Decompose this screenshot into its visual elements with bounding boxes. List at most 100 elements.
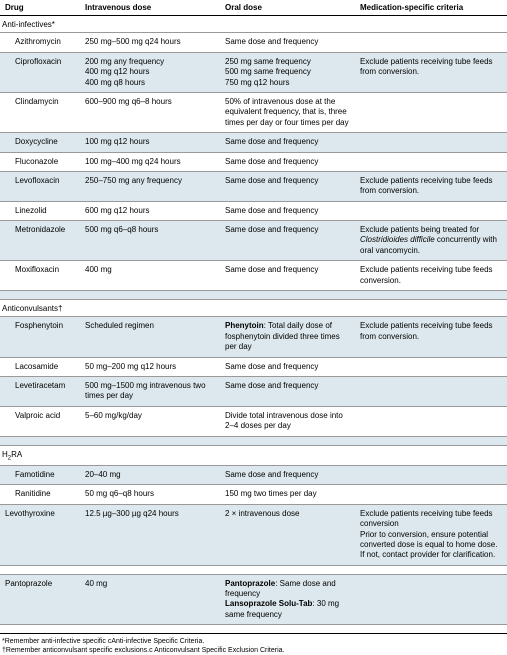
row-levothyroxine: Levothyroxine 12.5 µg–300 µg q24 hours 2… [0,504,507,565]
iv-cell: 250 mg–500 mg q24 hours [80,33,220,52]
crit-cell [355,133,507,152]
drug-cell: Ranitidine [0,485,80,504]
row-doxycycline: Doxycycline 100 mg q12 hours Same dose a… [0,133,507,152]
iv-cell: 12.5 µg–300 µg q24 hours [80,504,220,565]
drug-cell: Doxycycline [0,133,80,152]
iv-cell: 600 mg q12 hours [80,201,220,220]
drug-cell: Levofloxacin [0,171,80,201]
crit-cell [355,152,507,171]
drug-cell: Levetiracetam [0,376,80,406]
header-iv: Intravenous dose [80,0,220,16]
iv-cell: 400 mg [80,261,220,291]
section-h2ra: H2RA [0,445,507,465]
iv-cell: 5–60 mg/kg/day [80,406,220,436]
drug-cell: Famotidine [0,465,80,484]
iv-cell: 100 mg–400 mg q24 hours [80,152,220,171]
row-famotidine: Famotidine 20–40 mg Same dose and freque… [0,465,507,484]
drug-cell: Linezolid [0,201,80,220]
oral-cell: Same dose and frequency [220,201,355,220]
oral-cell: 50% of intravenous dose at the equivalen… [220,92,355,132]
oral-cell: Same dose and frequency [220,33,355,52]
section-anticonvulsants: Anticonvulsants† [0,300,507,317]
footnote-2: †Remember anticonvulsant specific exclus… [2,646,505,655]
crit-cell [355,92,507,132]
oral-cell: Same dose and frequency [220,133,355,152]
oral-cell: Same dose and frequency [220,171,355,201]
crit-cell: Exclude patients receiving tube feeds fr… [355,171,507,201]
iv-cell: 100 mg q12 hours [80,133,220,152]
iv-cell: 200 mg any frequency 400 mg q12 hours 40… [80,52,220,92]
medication-table: Drug Intravenous dose Oral dose Medicati… [0,0,507,634]
oral-cell: 2 × intravenous dose [220,504,355,565]
row-moxifloxacin: Moxifloxacin 400 mg Same dose and freque… [0,261,507,291]
drug-cell: Levothyroxine [0,504,80,565]
row-levofloxacin: Levofloxacin 250–750 mg any frequency Sa… [0,171,507,201]
oral-cell: 150 mg two times per day [220,485,355,504]
crit-cell [355,485,507,504]
row-lacosamide: Lacosamide 50 mg–200 mg q12 hours Same d… [0,357,507,376]
oral-cell: Pantoprazole: Same dose and frequencyLan… [220,574,355,625]
iv-cell: 250–750 mg any frequency [80,171,220,201]
footnote-1: *Remember anti-infective specific cAnti-… [2,637,505,646]
row-ciprofloxacin: Ciprofloxacin 200 mg any frequency 400 m… [0,52,507,92]
iv-cell: 20–40 mg [80,465,220,484]
drug-cell: Fosphenytoin [0,317,80,357]
spacer-row [0,565,507,574]
drug-cell: Metronidazole [0,221,80,261]
row-pantoprazole: Pantoprazole 40 mg Pantoprazole: Same do… [0,574,507,625]
row-valproic: Valproic acid 5–60 mg/kg/day Divide tota… [0,406,507,436]
drug-cell: Fluconazole [0,152,80,171]
oral-cell: Same dose and frequency [220,357,355,376]
iv-cell: 40 mg [80,574,220,625]
oral-cell: Phenytoin: Total daily dose of fosphenyt… [220,317,355,357]
crit-cell: Exclude patients receiving tube feeds co… [355,261,507,291]
drug-cell: Valproic acid [0,406,80,436]
spacer-row [0,436,507,445]
row-fluconazole: Fluconazole 100 mg–400 mg q24 hours Same… [0,152,507,171]
header-oral: Oral dose [220,0,355,16]
iv-cell: Scheduled regimen [80,317,220,357]
row-fosphenytoin: Fosphenytoin Scheduled regimen Phenytoin… [0,317,507,357]
crit-cell: Exclude patients receiving tube feeds fr… [355,317,507,357]
crit-cell [355,574,507,625]
crit-cell [355,33,507,52]
drug-cell: Moxifloxacin [0,261,80,291]
crit-cell [355,406,507,436]
crit-cell [355,357,507,376]
spacer-row [0,291,507,300]
oral-cell: Same dose and frequency [220,261,355,291]
section-label: Anti-infectives* [0,16,507,33]
iv-cell: 50 mg q6–q8 hours [80,485,220,504]
oral-cell: Same dose and frequency [220,376,355,406]
drug-cell: Lacosamide [0,357,80,376]
header-criteria: Medication-specific criteria [355,0,507,16]
drug-cell: Clindamycin [0,92,80,132]
oral-cell: 250 mg same frequency 500 mg same freque… [220,52,355,92]
drug-cell: Ciprofloxacin [0,52,80,92]
row-levetiracetam: Levetiracetam 500 mg–1500 mg intravenous… [0,376,507,406]
footnotes: *Remember anti-infective specific cAnti-… [0,634,507,655]
oral-cell: Divide total intravenous dose into 2–4 d… [220,406,355,436]
row-linezolid: Linezolid 600 mg q12 hours Same dose and… [0,201,507,220]
oral-cell: Same dose and frequency [220,221,355,261]
drug-cell: Azithromycin [0,33,80,52]
header-row: Drug Intravenous dose Oral dose Medicati… [0,0,507,16]
iv-cell: 600–900 mg q6–8 hours [80,92,220,132]
oral-cell: Same dose and frequency [220,465,355,484]
crit-cell [355,201,507,220]
crit-cell [355,376,507,406]
crit-cell: Exclude patients receiving tube feeds fr… [355,52,507,92]
crit-cell: Exclude patients receiving tube feeds co… [355,504,507,565]
oral-cell: Same dose and frequency [220,152,355,171]
crit-cell [355,465,507,484]
section-anti-infectives: Anti-infectives* [0,16,507,33]
header-drug: Drug [0,0,80,16]
crit-cell: Exclude patients being treated for Clost… [355,221,507,261]
row-metronidazole: Metronidazole 500 mg q6–q8 hours Same do… [0,221,507,261]
row-ranitidine: Ranitidine 50 mg q6–q8 hours 150 mg two … [0,485,507,504]
row-clindamycin: Clindamycin 600–900 mg q6–8 hours 50% of… [0,92,507,132]
drug-cell: Pantoprazole [0,574,80,625]
iv-cell: 500 mg–1500 mg intravenous two times per… [80,376,220,406]
iv-cell: 500 mg q6–q8 hours [80,221,220,261]
section-label: H2RA [0,445,507,465]
